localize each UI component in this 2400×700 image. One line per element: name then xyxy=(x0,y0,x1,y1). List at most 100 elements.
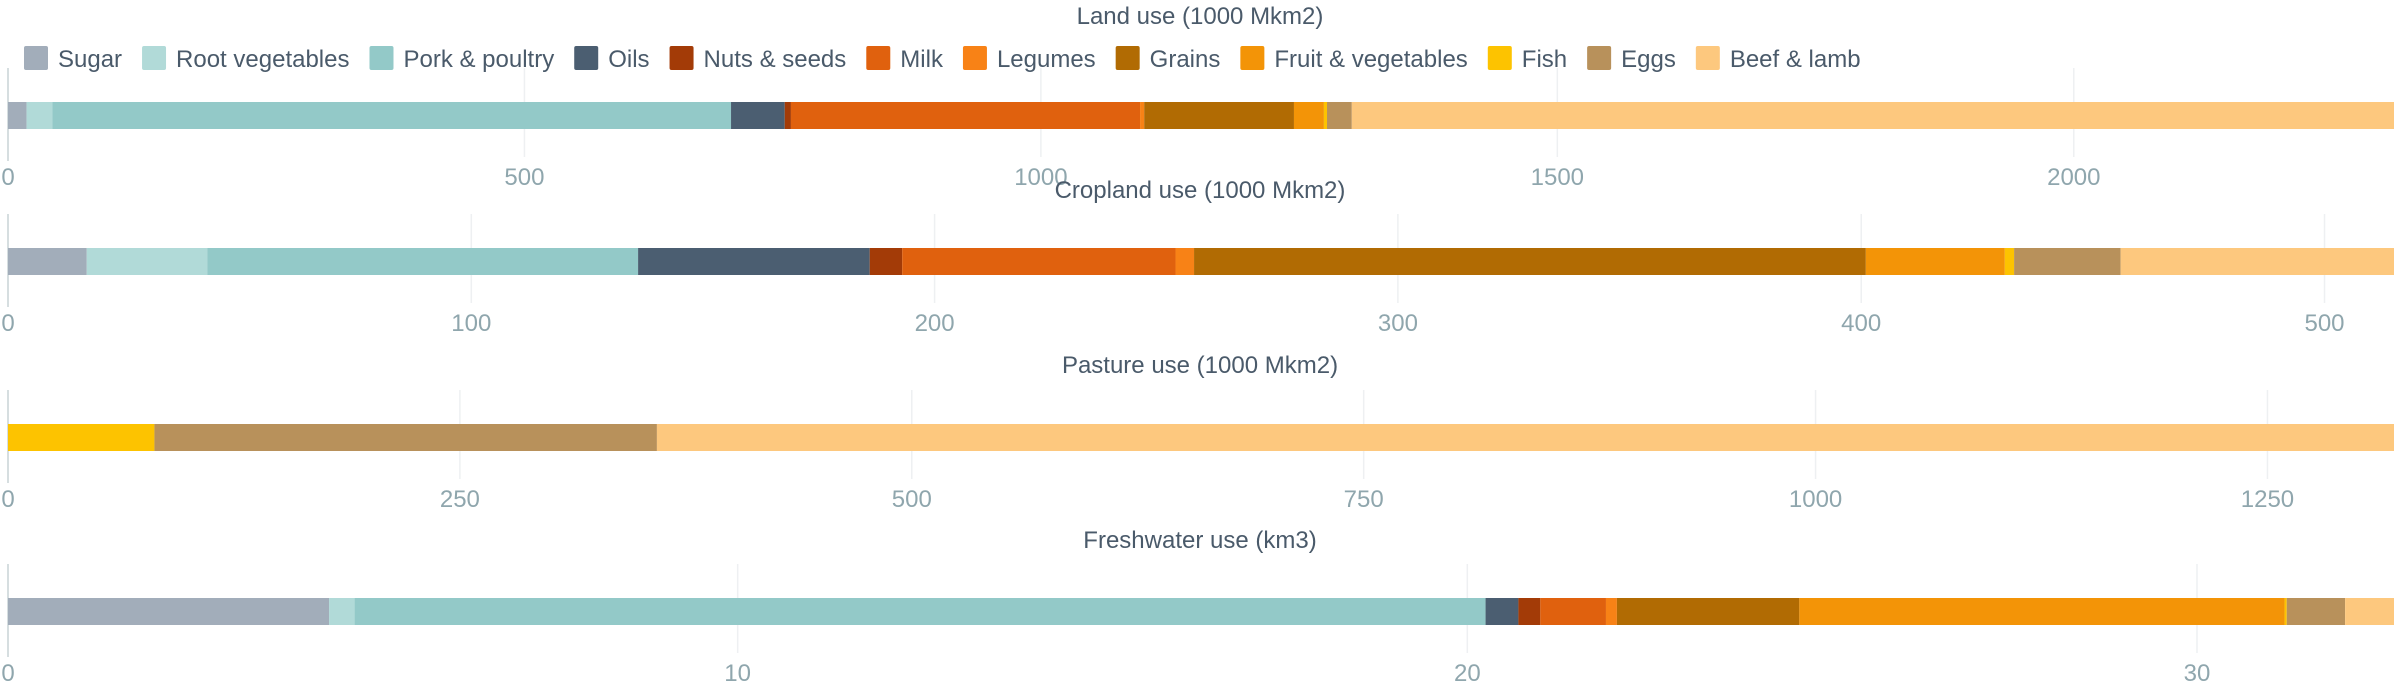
legend-swatch xyxy=(142,46,167,70)
bar-segment-fish[interactable] xyxy=(8,424,155,451)
bar-segment-grains[interactable] xyxy=(1616,598,1800,625)
legend-swatch xyxy=(1487,46,1512,70)
bar-segment-legumes[interactable] xyxy=(1605,598,1617,625)
bar-segment-milk[interactable] xyxy=(902,248,1176,275)
legend-item-eggs[interactable]: Eggs xyxy=(1587,46,1676,73)
bar-segment-fruit-and-vegetables[interactable] xyxy=(1865,248,2005,275)
bar-segment-eggs[interactable] xyxy=(2286,598,2346,625)
legend-label: Fish xyxy=(1522,46,1567,73)
legend-label: Fruit & vegetables xyxy=(1274,46,1467,73)
x-tick-label: 1000 xyxy=(1789,486,1842,513)
bar-segment-nuts-and-seeds[interactable] xyxy=(1518,598,1541,625)
legend: Sugar Root vegetables Pork & poultry Oils Nu… xyxy=(24,46,1861,73)
bar-segment-root-vegetables[interactable] xyxy=(329,598,355,625)
panel-cropland-use-1000-mkm2: Cropland use (1000 Mkm2) 0 100 200 300 400 500 xyxy=(1,177,2394,337)
legend-item-beef-and-lamb[interactable]: Beef & lamb xyxy=(1695,46,1861,73)
x-tick-label: 750 xyxy=(1344,486,1384,513)
x-tick-label: 1250 xyxy=(2241,486,2294,513)
bar-segment-sugar[interactable] xyxy=(8,102,27,129)
legend-item-grains[interactable]: Grains xyxy=(1115,46,1221,73)
x-tick-label: 400 xyxy=(1841,310,1881,337)
x-tick-label: 20 xyxy=(1454,660,1481,687)
bar-segment-oils[interactable] xyxy=(638,248,870,275)
bar-segment-nuts-and-seeds[interactable] xyxy=(784,102,791,129)
bar-segment-fruit-and-vegetables[interactable] xyxy=(1799,598,2285,625)
bar-segment-root-vegetables[interactable] xyxy=(86,248,208,275)
panel-title: Cropland use (1000 Mkm2) xyxy=(1055,177,1346,204)
bar-segment-pork-and-poultry[interactable] xyxy=(354,598,1486,625)
panel-title: Freshwater use (km3) xyxy=(1083,527,1316,554)
legend-swatch xyxy=(1115,46,1140,70)
legend-item-legumes[interactable]: Legumes xyxy=(962,46,1096,73)
x-tick-label: 200 xyxy=(915,310,955,337)
bar-segment-beef-and-lamb[interactable] xyxy=(656,424,2394,451)
x-tick-label: 1500 xyxy=(1531,164,1584,191)
bar-segment-pork-and-poultry[interactable] xyxy=(207,248,639,275)
bar-segment-fish[interactable] xyxy=(2004,248,2015,275)
x-tick-label: 30 xyxy=(2184,660,2211,687)
bar-segment-grains[interactable] xyxy=(1194,248,1866,275)
legend-label: Root vegetables xyxy=(176,46,349,73)
legend-item-fruit-and-vegetables[interactable]: Fruit & vegetables xyxy=(1240,46,1468,73)
legend-swatch xyxy=(369,46,394,70)
legend-label: Pork & poultry xyxy=(403,46,554,73)
bar-segment-milk[interactable] xyxy=(1540,598,1606,625)
bar-segment-nuts-and-seeds[interactable] xyxy=(869,248,903,275)
legend-label: Milk xyxy=(900,46,944,73)
bar-segment-sugar[interactable] xyxy=(8,598,330,625)
legend-swatch xyxy=(1587,46,1612,70)
x-tick-label: 2000 xyxy=(2047,164,2100,191)
x-tick-label: 10 xyxy=(724,660,751,687)
x-tick-label: 250 xyxy=(440,486,480,513)
bar-segment-fruit-and-vegetables[interactable] xyxy=(1293,102,1324,129)
x-tick-label: 0 xyxy=(1,310,14,337)
legend-item-fish[interactable]: Fish xyxy=(1487,46,1567,73)
legend-item-sugar[interactable]: Sugar xyxy=(24,46,122,73)
legend-swatch xyxy=(962,46,987,70)
bar-segment-grains[interactable] xyxy=(1144,102,1294,129)
panel-title: Pasture use (1000 Mkm2) xyxy=(1062,352,1338,379)
legend-item-root-vegetables[interactable]: Root vegetables xyxy=(142,46,349,73)
bar-segment-sugar[interactable] xyxy=(8,248,87,275)
x-tick-label: 100 xyxy=(451,310,491,337)
legend-label: Beef & lamb xyxy=(1730,46,1861,73)
bar-segment-milk[interactable] xyxy=(790,102,1141,129)
bar-segment-fish[interactable] xyxy=(2284,598,2287,625)
legend-swatch xyxy=(1695,46,1720,70)
bar-segment-legumes[interactable] xyxy=(1140,102,1145,129)
legend-item-oils[interactable]: Oils xyxy=(574,46,650,73)
bar-segment-eggs[interactable] xyxy=(1327,102,1352,129)
legend-swatch xyxy=(866,46,891,70)
bar-segment-fish[interactable] xyxy=(1323,102,1328,129)
panel-title: Land use (1000 Mkm2) xyxy=(1077,3,1324,30)
legend-label: Oils xyxy=(608,46,649,73)
bar-segment-eggs[interactable] xyxy=(154,424,657,451)
bar-segment-eggs[interactable] xyxy=(2014,248,2121,275)
bar-segment-root-vegetables[interactable] xyxy=(26,102,53,129)
bar-segment-oils[interactable] xyxy=(1485,598,1519,625)
legend-swatch xyxy=(574,46,599,70)
x-tick-label: 1000 xyxy=(1014,164,1067,191)
bar-segment-beef-and-lamb[interactable] xyxy=(2345,598,2394,625)
legend-label: Grains xyxy=(1150,46,1221,73)
chart-panels: Land use (1000 Mkm2)0 500 1000 1500 2000Crop… xyxy=(1,3,2394,687)
legend-swatch xyxy=(1240,46,1265,70)
x-tick-label: 0 xyxy=(1,486,14,513)
x-tick-label: 0 xyxy=(1,164,14,191)
legend-swatch xyxy=(669,46,694,70)
bar-segment-beef-and-lamb[interactable] xyxy=(2120,248,2394,275)
x-tick-label: 500 xyxy=(504,164,544,191)
legend-swatch xyxy=(24,46,48,70)
bar-segment-beef-and-lamb[interactable] xyxy=(1351,102,2394,129)
panel-freshwater-use-km3: Freshwater use (km3) 0 10 20 30 xyxy=(1,527,2394,687)
x-tick-label: 0 xyxy=(1,660,14,687)
bar-segment-oils[interactable] xyxy=(731,102,785,129)
bar-segment-pork-and-poultry[interactable] xyxy=(52,102,732,129)
legend-item-milk[interactable]: Milk xyxy=(866,46,944,73)
x-tick-label: 300 xyxy=(1378,310,1418,337)
bar-segment-legumes[interactable] xyxy=(1175,248,1195,275)
legend-label: Legumes xyxy=(997,46,1096,73)
legend-item-pork-and-poultry[interactable]: Pork & poultry xyxy=(369,46,554,73)
legend-item-nuts-and-seeds[interactable]: Nuts & seeds xyxy=(669,46,847,73)
